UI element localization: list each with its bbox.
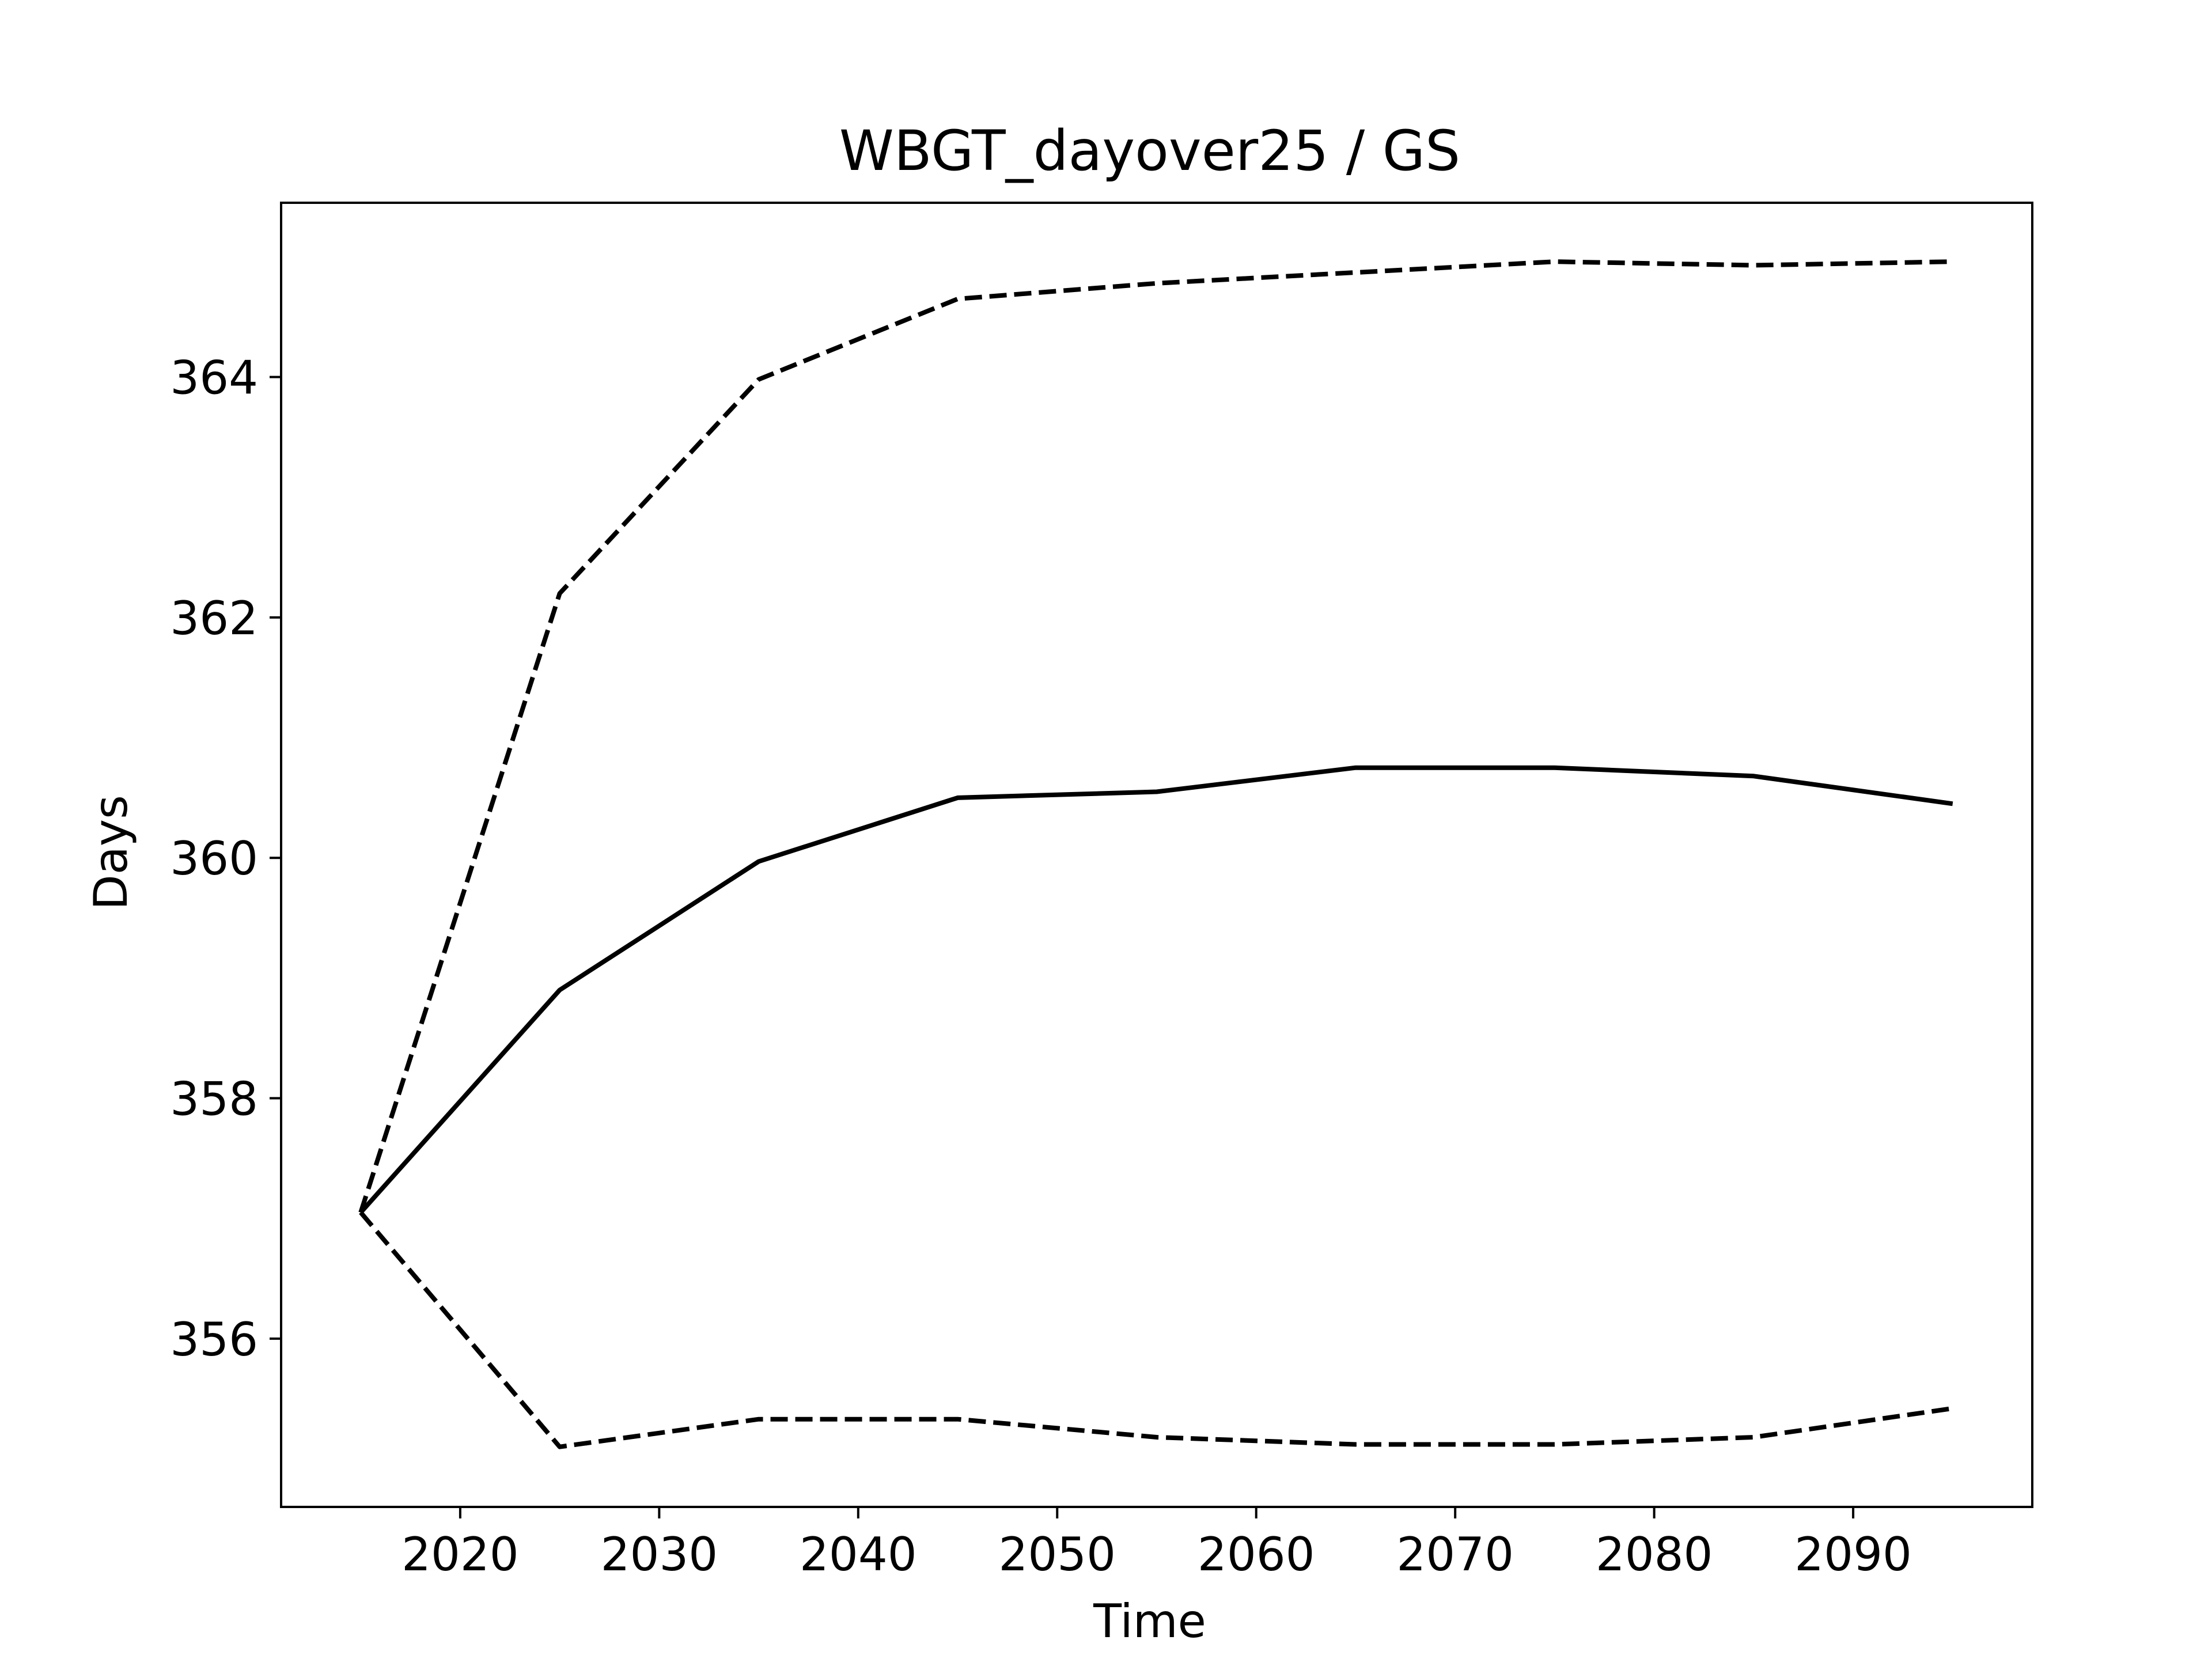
plot-area bbox=[358, 259, 1953, 1449]
y-tick-label: 356 bbox=[170, 1313, 258, 1366]
axes-frame bbox=[280, 202, 2033, 1508]
x-tick-label: 2090 bbox=[1794, 1528, 1912, 1581]
series-line-dashed-1 bbox=[358, 259, 1953, 1214]
x-tick-label: 2070 bbox=[1396, 1528, 1514, 1581]
series-line-solid bbox=[359, 765, 1953, 1214]
y-axis: 356 358 360 362 364 bbox=[170, 351, 281, 1366]
series-line-dashed-2 bbox=[359, 1211, 1953, 1449]
y-tick-label: 364 bbox=[170, 351, 258, 405]
y-axis-label: Days bbox=[84, 795, 138, 910]
x-tick-label: 2040 bbox=[800, 1528, 917, 1581]
y-tick-label: 362 bbox=[170, 592, 258, 645]
x-axis-label: Time bbox=[1093, 1594, 1206, 1648]
x-tick-label: 2050 bbox=[998, 1528, 1116, 1581]
y-tick-label: 358 bbox=[170, 1073, 258, 1126]
y-tick-label: 360 bbox=[170, 832, 258, 885]
x-tick-label: 2080 bbox=[1596, 1528, 1713, 1581]
x-tick-label: 2030 bbox=[601, 1528, 718, 1581]
x-tick-label: 2060 bbox=[1198, 1528, 1315, 1581]
x-tick-label: 2020 bbox=[402, 1528, 519, 1581]
x-axis: 2020 2030 2040 2050 2060 2070 2080 2090 bbox=[402, 1507, 1912, 1581]
chart-title: WBGT_dayover25 / GS bbox=[839, 119, 1460, 183]
